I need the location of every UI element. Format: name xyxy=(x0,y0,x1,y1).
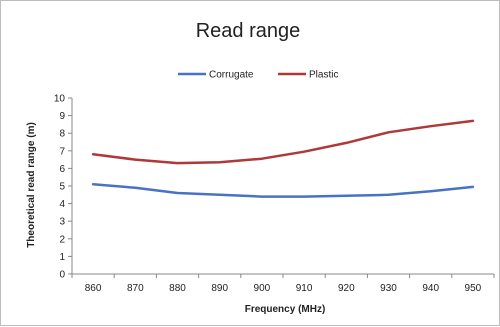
y-tick-label: 3 xyxy=(59,217,65,228)
y-tick-label: 0 xyxy=(59,270,65,281)
x-tick-label: 890 xyxy=(211,283,228,294)
legend-label-corrugate: Corrugate xyxy=(209,70,254,81)
x-tick-label: 940 xyxy=(422,283,439,294)
y-tick-label: 10 xyxy=(54,94,66,105)
x-tick-label: 910 xyxy=(296,283,313,294)
chart-title: Read range xyxy=(196,20,301,42)
y-tick-label: 9 xyxy=(59,111,65,122)
x-tick-label: 900 xyxy=(254,283,271,294)
x-tick-label: 880 xyxy=(169,283,186,294)
y-tick-label: 4 xyxy=(59,199,65,210)
y-tick-label: 5 xyxy=(59,182,65,193)
x-tick-label: 950 xyxy=(465,283,482,294)
x-tick-label: 920 xyxy=(338,283,355,294)
x-tick-label: 860 xyxy=(85,283,102,294)
y-axis: 0 1 2 3 4 5 6 7 8 9 10 xyxy=(54,94,73,281)
legend-label-plastic: Plastic xyxy=(309,70,338,81)
series-line-corrugate xyxy=(91,182,475,198)
y-tick-label: 2 xyxy=(59,234,65,245)
y-tick-label: 8 xyxy=(59,129,65,140)
y-tick-label: 6 xyxy=(59,164,65,175)
y-tick-label: 1 xyxy=(59,252,65,263)
y-tick-label: 7 xyxy=(59,146,65,157)
x-tick-label: 870 xyxy=(127,283,144,294)
legend: Corrugate Plastic xyxy=(178,70,338,81)
series-line-plastic xyxy=(91,119,475,165)
y-axis-label: Theoretical read range (m) xyxy=(26,122,37,248)
x-tick-label: 930 xyxy=(380,283,397,294)
x-axis-label: Frequency (MHz) xyxy=(245,304,326,315)
series-layer xyxy=(91,119,475,198)
x-axis: 860 870 880 890 900 910 920 930 940 950 xyxy=(71,273,495,294)
